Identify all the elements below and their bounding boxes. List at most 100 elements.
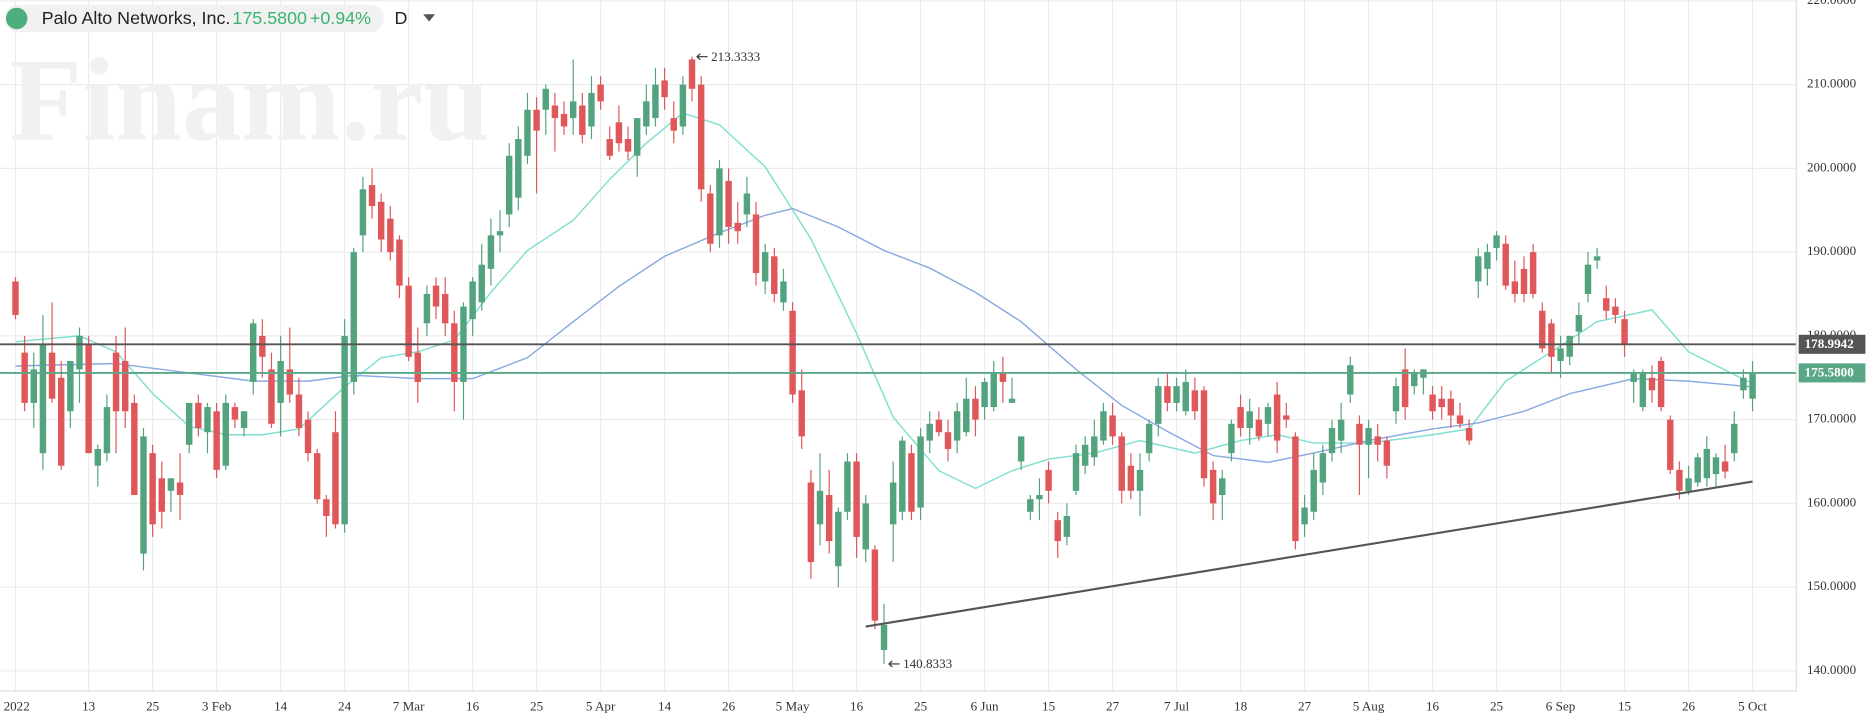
candle-body xyxy=(149,453,156,525)
candle-body xyxy=(1200,390,1208,479)
candle-body xyxy=(1164,386,1171,403)
x-tick-label: 26 xyxy=(1682,699,1696,714)
candle-body xyxy=(286,369,293,395)
candle-body xyxy=(953,411,961,441)
moving-average xyxy=(15,112,1753,490)
candle-body xyxy=(908,453,915,512)
candle-body xyxy=(451,323,458,382)
candle-body xyxy=(816,490,824,525)
candle-body xyxy=(1612,306,1619,315)
x-tick-label: 5 Aug xyxy=(1353,699,1385,714)
candle-body xyxy=(899,440,906,512)
price-line-tag xyxy=(1798,334,1866,354)
x-tick-label: 25 xyxy=(530,699,544,714)
candle-body xyxy=(341,335,348,525)
candle-body xyxy=(158,478,165,512)
candle-body xyxy=(195,402,202,429)
y-tick-label: 200.0000 xyxy=(1807,159,1857,174)
candle-body xyxy=(1027,499,1034,512)
candle-body xyxy=(1072,453,1080,491)
interval-dropdown[interactable] xyxy=(423,14,436,22)
candle-body xyxy=(652,84,659,119)
candle-body xyxy=(1292,436,1299,542)
candle-body xyxy=(1374,436,1381,445)
candle-body xyxy=(835,511,842,567)
candle-body xyxy=(377,201,385,240)
candle-body xyxy=(798,390,805,437)
candle-body xyxy=(1475,256,1482,282)
candle-body xyxy=(1127,465,1135,491)
x-tick-label: 7 Jul xyxy=(1164,699,1189,714)
x-tick-label: 14 xyxy=(274,699,288,714)
candle-body xyxy=(1246,411,1253,429)
candle-body xyxy=(579,105,586,135)
candle-body xyxy=(771,256,778,294)
candle-body xyxy=(1575,314,1583,332)
candle-body xyxy=(1228,423,1235,454)
interval[interactable]: D xyxy=(395,8,408,28)
x-tick-label: 16 xyxy=(1426,699,1440,714)
candle-body xyxy=(1356,423,1363,445)
y-tick-label: 190.0000 xyxy=(1807,243,1857,258)
candle-body xyxy=(1520,268,1528,294)
moving-average xyxy=(15,207,1753,464)
x-tick-label: 14 xyxy=(658,699,672,714)
price-change: +0.94% xyxy=(310,8,371,28)
x-tick-label: 27 xyxy=(1106,699,1120,714)
candle-body xyxy=(12,281,19,315)
candle-body xyxy=(1118,436,1125,491)
candle-body xyxy=(94,448,101,466)
candle-body xyxy=(1310,469,1317,512)
candle-body xyxy=(1712,457,1720,475)
candle-body xyxy=(1740,377,1747,391)
candle-body xyxy=(1539,310,1546,349)
candle-body xyxy=(807,482,815,563)
candle-body xyxy=(679,84,687,127)
candle-body xyxy=(780,281,787,303)
x-tick-label: 6 Sep xyxy=(1546,699,1576,714)
candle-body xyxy=(825,495,833,542)
x-tick-label: 16 xyxy=(466,699,480,714)
candle-body xyxy=(643,101,650,127)
candle-body xyxy=(1264,407,1272,424)
status-dot xyxy=(5,7,28,30)
candle-body xyxy=(1566,335,1573,357)
candle-body xyxy=(185,402,193,445)
candle-body xyxy=(213,411,220,470)
candle-body xyxy=(469,281,476,320)
candle-body xyxy=(1337,419,1345,441)
annotation-arrow xyxy=(696,53,708,61)
candle-body xyxy=(478,264,485,303)
candle-body xyxy=(697,84,705,190)
candle-body xyxy=(542,88,549,110)
y-tick-label: 150.0000 xyxy=(1807,578,1857,593)
instrument-name: Palo Alto Networks, Inc. xyxy=(42,8,231,28)
candle-body xyxy=(1621,319,1628,345)
candle-body xyxy=(304,419,312,454)
candle-body xyxy=(1301,507,1308,525)
candle-body xyxy=(1667,419,1674,470)
candle-body xyxy=(295,394,303,429)
x-tick-label: 13 xyxy=(82,699,96,714)
candle-body xyxy=(332,432,339,525)
candle-body xyxy=(48,352,56,399)
instrument-pill[interactable] xyxy=(4,4,384,33)
annotation-label: 213.3333 xyxy=(711,49,761,64)
candle-body xyxy=(1511,281,1519,294)
candle-body xyxy=(917,436,924,508)
candle-body xyxy=(1465,428,1473,441)
y-tick-label: 210.0000 xyxy=(1807,76,1857,91)
y-tick-label: 220.0000 xyxy=(1807,0,1857,7)
candle-body xyxy=(1045,469,1052,491)
x-tick-label: 15 xyxy=(1618,699,1632,714)
x-tick-label: 3 Feb xyxy=(202,699,232,714)
candle-body xyxy=(1429,394,1436,412)
candle-body xyxy=(1694,457,1701,483)
candle-body xyxy=(131,402,138,496)
candle-body xyxy=(67,361,74,412)
candle-body xyxy=(432,285,440,307)
candle-body xyxy=(515,139,522,198)
candle-body xyxy=(624,139,632,152)
candle-body xyxy=(606,139,613,156)
candle-body xyxy=(1347,365,1354,395)
